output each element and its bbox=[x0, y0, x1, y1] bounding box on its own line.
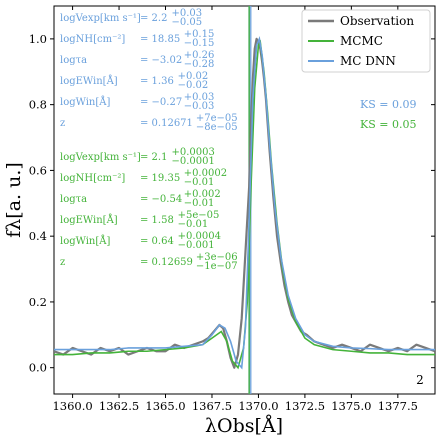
param-value: = −0.54 bbox=[140, 194, 182, 205]
param-upper-error: +0.26 bbox=[184, 50, 215, 61]
param-lower-error: −8e−05 bbox=[196, 122, 238, 133]
param-lower-error: −0.03 bbox=[184, 101, 215, 112]
param-name: logWin[Å] bbox=[60, 235, 110, 247]
legend: Observation MCMC MC DNN bbox=[301, 9, 431, 73]
legend-entry-observation: Observation bbox=[308, 14, 414, 28]
y-tick-label: 0.0 bbox=[29, 361, 47, 375]
param-row: z = 0.12659 +3e−06−1e−07 bbox=[60, 252, 238, 272]
param-value: = −0.27 bbox=[140, 97, 182, 108]
ks-mcdnn: KS = 0.09 bbox=[360, 98, 416, 111]
panel-label: 2 bbox=[416, 373, 424, 387]
y-tick-label: 0.6 bbox=[29, 163, 47, 177]
param-name: logEWin[Å] bbox=[60, 75, 118, 87]
param-row: logWin[Å] = −0.27 +0.03−0.03 bbox=[60, 92, 214, 112]
param-value: = 0.64 bbox=[140, 236, 174, 247]
param-value: = 19.35 bbox=[140, 173, 180, 184]
param-lower-error: −0.15 bbox=[184, 38, 215, 49]
series-line-mcdnn bbox=[54, 36, 435, 370]
params-dnn: logVexp[km s⁻¹] = 2.2 +0.03−0.05logNH[cm⁻²… bbox=[60, 8, 238, 133]
param-row: logEWin[Å] = 1.36 +0.02−0.02 bbox=[60, 71, 208, 91]
param-lower-error: −0.01 bbox=[184, 177, 215, 188]
y-tick-label: 0.4 bbox=[29, 229, 47, 243]
y-tick-label: 1.0 bbox=[29, 32, 47, 46]
series-line-mcmc bbox=[54, 39, 435, 370]
param-name: logVexp[km s⁻¹] bbox=[60, 152, 141, 163]
param-lower-error: −0.01 bbox=[184, 198, 215, 209]
param-name: logVexp[km s⁻¹] bbox=[60, 13, 141, 24]
params-mcmc: logVexp[km s⁻¹] = 2.1 +0.0003−0.0001logNH[… bbox=[60, 147, 238, 272]
ks-mcmc: KS = 0.05 bbox=[360, 118, 416, 131]
param-name: logτa bbox=[60, 194, 87, 205]
legend-label-observation: Observation bbox=[340, 14, 414, 28]
param-value: = −3.02 bbox=[140, 55, 182, 66]
y-tick-label: 0.8 bbox=[29, 98, 47, 112]
y-axis-ticks: 0.0 0.2 0.4 0.6 0.8 1.0 bbox=[29, 32, 435, 375]
legend-label-mcmc: MCMC bbox=[340, 34, 383, 48]
param-row: logNH[cm⁻²] = 18.85 +0.15−0.15 bbox=[60, 29, 214, 49]
param-value: = 18.85 bbox=[140, 34, 180, 45]
param-upper-error: +0.0004 bbox=[178, 231, 221, 242]
param-value: = 2.2 bbox=[140, 13, 167, 24]
param-name: z bbox=[60, 118, 65, 129]
x-tick-label: 1367.5 bbox=[192, 399, 232, 413]
x-axis-title: λObs[Å] bbox=[205, 415, 283, 437]
param-upper-error: +0.0002 bbox=[184, 168, 227, 179]
param-name: logNH[cm⁻²] bbox=[60, 34, 125, 45]
x-tick-label: 1377.5 bbox=[378, 399, 418, 413]
param-name: logNH[cm⁻²] bbox=[60, 173, 125, 184]
param-lower-error: −0.0001 bbox=[172, 156, 215, 167]
param-lower-error: −0.02 bbox=[178, 80, 209, 91]
param-value: = 0.12659 bbox=[140, 257, 193, 268]
param-row: logτa = −0.54 +0.002−0.01 bbox=[60, 189, 221, 209]
param-upper-error: +5e−05 bbox=[178, 210, 220, 221]
param-row: logVexp[km s⁻¹] = 2.1 +0.0003−0.0001 bbox=[60, 147, 215, 167]
param-value: = 2.1 bbox=[140, 152, 167, 163]
x-tick-label: 1365.0 bbox=[145, 399, 185, 413]
param-upper-error: +0.03 bbox=[184, 92, 215, 103]
param-row: logVexp[km s⁻¹] = 2.2 +0.03−0.05 bbox=[60, 8, 202, 28]
x-tick-label: 1370.0 bbox=[238, 399, 278, 413]
series-group bbox=[54, 36, 435, 370]
param-name: z bbox=[60, 257, 65, 268]
x-tick-label: 1360.0 bbox=[52, 399, 92, 413]
x-tick-label: 1372.5 bbox=[285, 399, 325, 413]
legend-box bbox=[301, 9, 431, 73]
param-row: z = 0.12671 +7e−05−8e−05 bbox=[60, 113, 238, 133]
param-upper-error: +3e−06 bbox=[196, 252, 238, 263]
param-row: logτa = −3.02 +0.26−0.28 bbox=[60, 50, 214, 70]
param-name: logEWin[Å] bbox=[60, 214, 118, 226]
param-upper-error: +0.02 bbox=[178, 71, 209, 82]
param-lower-error: −1e−07 bbox=[196, 261, 238, 272]
param-lower-error: −0.01 bbox=[178, 219, 209, 230]
x-axis-ticks: 1360.0 1362.5 1365.0 1367.5 1370.0 1372.5 1375… bbox=[52, 6, 418, 413]
legend-entry-mcmc: MCMC bbox=[308, 34, 383, 48]
param-row: logEWin[Å] = 1.58 +5e−05−0.01 bbox=[60, 210, 219, 230]
param-name: logWin[Å] bbox=[60, 96, 110, 108]
param-upper-error: +0.15 bbox=[184, 29, 215, 40]
param-lower-error: −0.05 bbox=[172, 17, 203, 28]
param-row: logWin[Å] = 0.64 +0.0004−0.001 bbox=[60, 231, 221, 251]
param-upper-error: +7e−05 bbox=[196, 113, 238, 124]
y-tick-label: 0.2 bbox=[29, 295, 47, 309]
param-upper-error: +0.0003 bbox=[172, 147, 215, 158]
param-value: = 0.12671 bbox=[140, 118, 193, 129]
legend-entry-mcdnn: MC DNN bbox=[308, 54, 396, 68]
param-value: = 1.36 bbox=[140, 76, 174, 87]
y-axis-title: fλ[a. u.] bbox=[3, 162, 25, 238]
param-value: = 1.58 bbox=[140, 215, 174, 226]
x-tick-label: 1375.0 bbox=[331, 399, 371, 413]
param-upper-error: +0.002 bbox=[184, 189, 221, 200]
param-upper-error: +0.03 bbox=[172, 8, 203, 19]
param-lower-error: −0.28 bbox=[184, 59, 215, 70]
param-name: logτa bbox=[60, 55, 87, 66]
param-lower-error: −0.001 bbox=[178, 240, 215, 251]
legend-label-mcdnn: MC DNN bbox=[340, 54, 396, 68]
x-tick-label: 1362.5 bbox=[99, 399, 139, 413]
param-row: logNH[cm⁻²] = 19.35 +0.0002−0.01 bbox=[60, 168, 227, 188]
